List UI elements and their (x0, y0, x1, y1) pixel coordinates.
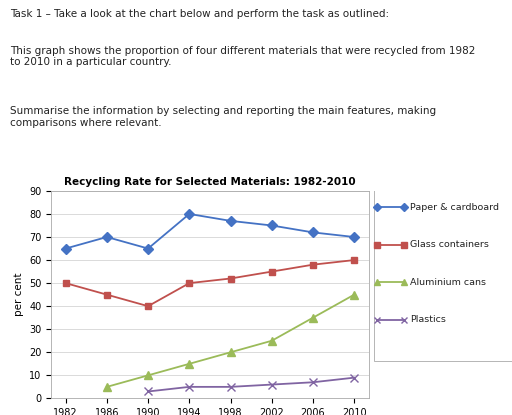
Plastics (227, 384, 233, 389)
Paper & cardboard (310, 230, 316, 235)
Paper & cardboard (145, 246, 151, 251)
Glass containers (145, 304, 151, 309)
FancyBboxPatch shape (374, 181, 512, 361)
Aluminium cans (269, 338, 275, 343)
Text: Plastics: Plastics (410, 315, 445, 324)
Glass containers (227, 276, 233, 281)
Aluminium cans (351, 292, 357, 297)
Line: Glass containers: Glass containers (62, 256, 358, 310)
Glass containers (186, 281, 193, 286)
Glass containers (310, 262, 316, 267)
Y-axis label: per cent: per cent (13, 273, 24, 316)
Glass containers (269, 269, 275, 274)
Text: Paper & cardboard: Paper & cardboard (410, 203, 499, 212)
Text: Glass containers: Glass containers (410, 240, 488, 249)
Glass containers (351, 258, 357, 263)
Paper & cardboard (269, 223, 275, 228)
Paper & cardboard (104, 234, 110, 239)
Aluminium cans (186, 361, 193, 366)
Aluminium cans (227, 350, 233, 355)
Text: This graph shows the proportion of four different materials that were recycled f: This graph shows the proportion of four … (10, 46, 476, 67)
Glass containers (104, 292, 110, 297)
Line: Aluminium cans: Aluminium cans (103, 290, 358, 391)
Aluminium cans (104, 384, 110, 389)
Text: Summarise the information by selecting and reporting the main features, making
c: Summarise the information by selecting a… (10, 107, 436, 128)
Plastics (351, 375, 357, 380)
Paper & cardboard (62, 246, 69, 251)
Plastics (310, 380, 316, 385)
Paper & cardboard (186, 212, 193, 217)
Text: Aluminium cans: Aluminium cans (410, 278, 486, 287)
Line: Plastics: Plastics (144, 374, 358, 395)
Glass containers (62, 281, 69, 286)
Paper & cardboard (227, 218, 233, 223)
Plastics (269, 382, 275, 387)
Plastics (186, 384, 193, 389)
Paper & cardboard (351, 234, 357, 239)
Plastics (145, 389, 151, 394)
Aluminium cans (310, 315, 316, 320)
Text: Task 1 – Take a look at the chart below and perform the task as outlined:: Task 1 – Take a look at the chart below … (10, 10, 389, 20)
Line: Paper & cardboard: Paper & cardboard (62, 210, 358, 252)
Title: Recycling Rate for Selected Materials: 1982-2010: Recycling Rate for Selected Materials: 1… (64, 177, 356, 187)
Aluminium cans (145, 373, 151, 378)
